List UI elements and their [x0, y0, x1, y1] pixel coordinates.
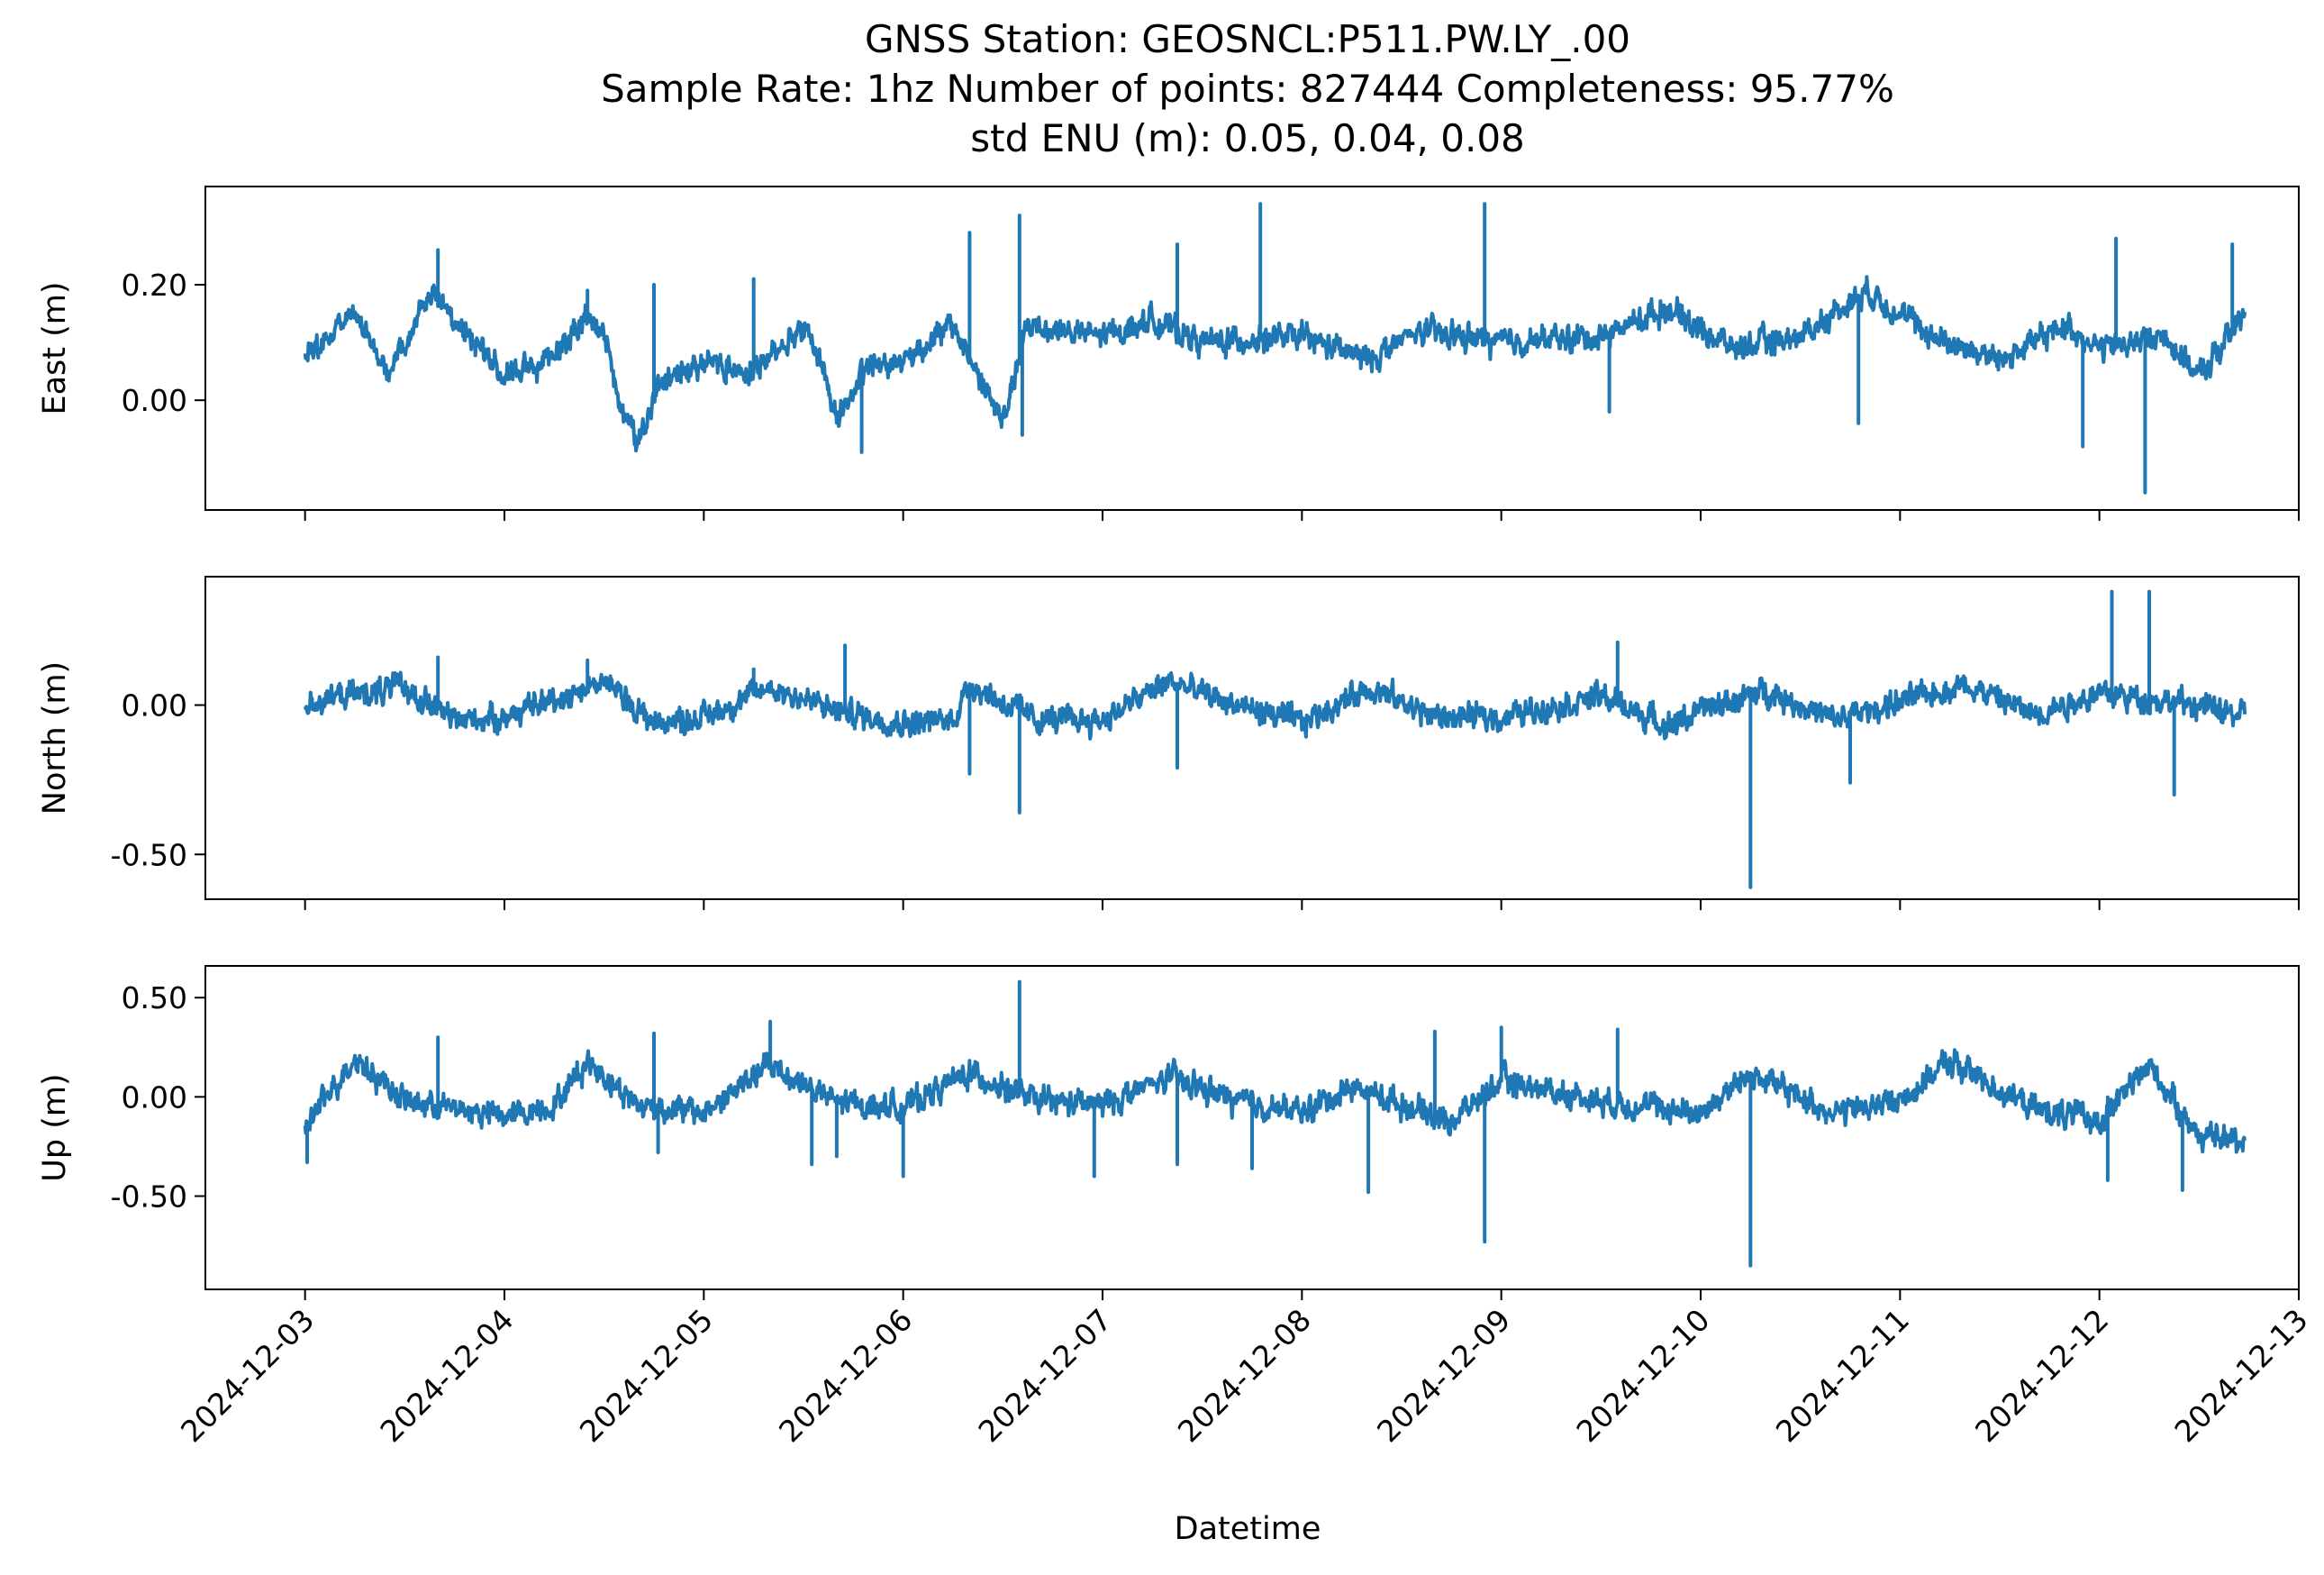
- plot-frame: [204, 965, 2300, 1290]
- figure-title: GNSS Station: GEOSNCL:P511.PW.LY_.00 Sam…: [601, 17, 1894, 160]
- series-line-east: [303, 202, 2247, 495]
- y-tick-label: 0.00: [122, 1079, 187, 1115]
- y-tick-label: 0.00: [122, 383, 187, 418]
- y-tick-label: 0.00: [122, 688, 187, 724]
- title-line-sampling: Sample Rate: 1hz Number of points: 82744…: [601, 67, 1894, 111]
- y-tick-label: 0.50: [122, 980, 187, 1015]
- subplot-north: -0.50 0.00 North (m): [37, 576, 2300, 910]
- y-tick-label: -0.50: [111, 837, 187, 872]
- x-axis-label: Datetime: [1175, 1511, 1321, 1547]
- y-axis-label-north: North (m): [37, 661, 73, 815]
- y-axis-label-up: Up (m): [37, 1073, 73, 1181]
- y-tick-label: -0.50: [111, 1179, 187, 1214]
- title-line-std-enu: std ENU (m): 0.05, 0.04, 0.08: [970, 116, 1525, 160]
- series-line-up: [303, 979, 2247, 1268]
- series-line-north: [303, 589, 2247, 889]
- subplot-east: 0.00 0.20 East (m): [37, 186, 2300, 521]
- y-tick-label: 0.20: [122, 268, 187, 303]
- subplot-up: -0.50 0.00 0.50 Up (m): [37, 965, 2300, 1300]
- title-line-station: GNSS Station: GEOSNCL:P511.PW.LY_.00: [865, 17, 1630, 61]
- plot-frame: [204, 186, 2300, 511]
- subplot-panels: 0.00 0.20 East (m) -0.50 0.00 North (m) -0.50 0…: [37, 186, 2300, 1300]
- plot-frame: [204, 576, 2300, 900]
- y-axis-label-east: East (m): [37, 281, 73, 414]
